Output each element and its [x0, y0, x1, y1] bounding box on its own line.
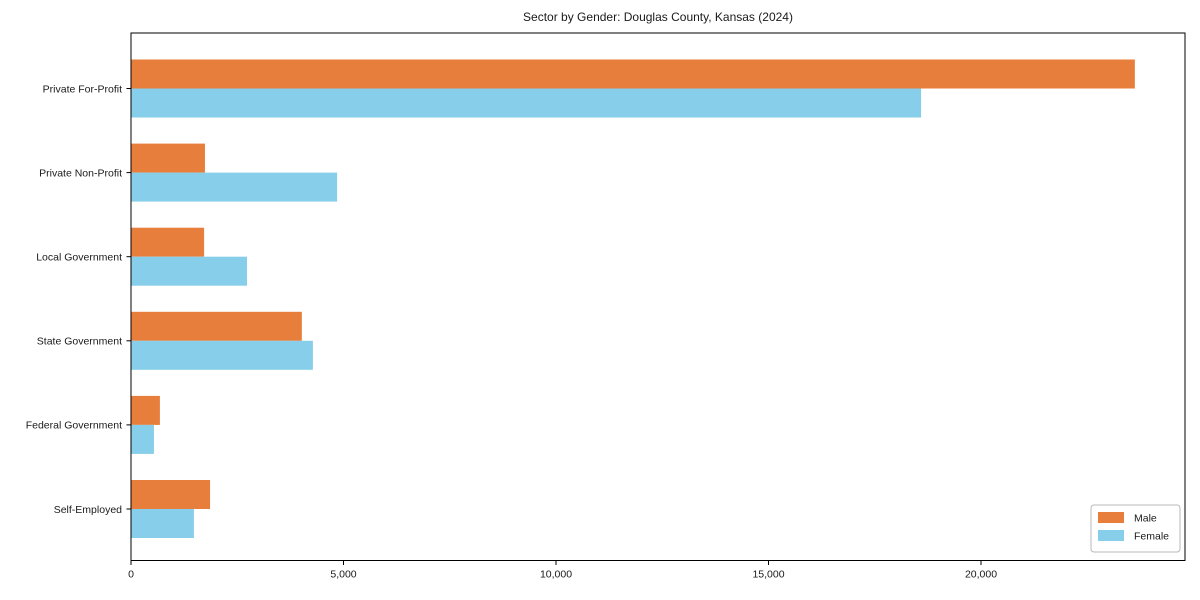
bar-male-4: [131, 395, 160, 425]
x-tick-label-4: 20,000: [965, 569, 997, 581]
bar-female-2: [131, 256, 248, 286]
bar-female-5: [131, 509, 194, 538]
y-tick-label-2: Local Government: [36, 252, 122, 264]
x-tick-label-2: 10,000: [540, 569, 572, 581]
bar-male-2: [131, 227, 205, 257]
x-tick-label-1: 5,000: [330, 569, 356, 581]
bar-female-4: [131, 424, 154, 454]
legend-swatch-male: [1098, 512, 1124, 523]
y-tick-label-0: Private For-Profit: [43, 83, 122, 95]
bar-male-0: [131, 59, 1135, 89]
bar-female-0: [131, 88, 922, 118]
y-tick-label-5: Self-Employed: [54, 504, 122, 516]
plot-area: 0 5,000 10,000 15,000 20,000 Private For-Prof…: [26, 32, 1186, 581]
bar-female-1: [131, 172, 338, 202]
bar-female-3: [131, 340, 313, 370]
chart-title: Sector by Gender: Douglas County, Kansas…: [523, 10, 793, 24]
y-tick-label-1: Private Non-Profit: [39, 167, 122, 179]
legend: Male Female: [1090, 504, 1181, 553]
bar-male-3: [131, 311, 302, 341]
y-tick-label-4: Federal Government: [26, 420, 122, 432]
bar-male-5: [131, 480, 211, 509]
x-tick-label-3: 15,000: [752, 569, 784, 581]
legend-label-female: Female: [1134, 531, 1169, 543]
legend-label-male: Male: [1134, 513, 1157, 525]
axes-spines: [130, 32, 1186, 561]
x-tick-label-0: 0: [128, 569, 134, 581]
bar-male-1: [131, 143, 205, 173]
legend-swatch-female: [1098, 530, 1124, 541]
y-tick-label-3: State Government: [37, 336, 122, 348]
